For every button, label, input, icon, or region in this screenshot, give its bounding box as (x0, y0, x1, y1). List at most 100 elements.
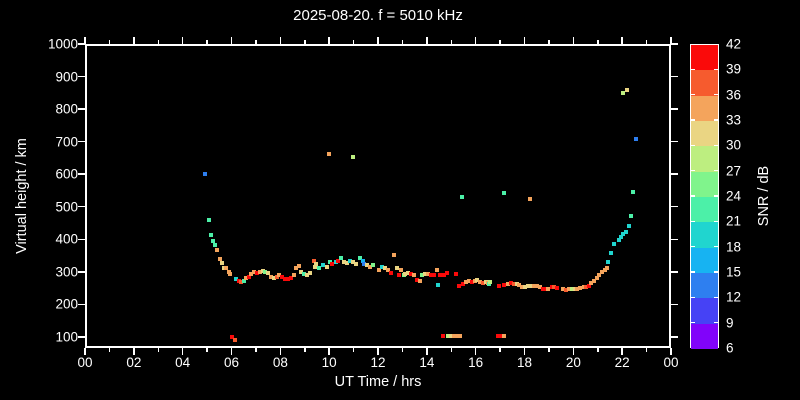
data-point (396, 272, 401, 277)
data-point (347, 258, 352, 263)
data-point (597, 273, 602, 278)
data-point (605, 265, 610, 270)
colorbar-segment (691, 298, 718, 324)
colorbar-boundary-tick (714, 271, 719, 273)
x-minor-tick (401, 40, 404, 44)
colorbar-tick-label: 21 (726, 213, 742, 229)
data-point (362, 262, 367, 267)
data-point (434, 267, 439, 272)
data-point (520, 284, 525, 289)
data-point (419, 273, 424, 278)
y-tick-label: 400 (55, 231, 78, 247)
x-major-tick (523, 348, 526, 355)
data-point (260, 268, 265, 273)
data-point (285, 276, 290, 281)
colorbar-tick-label: 24 (726, 188, 742, 204)
data-point (480, 281, 485, 286)
data-point (428, 273, 433, 278)
data-point (629, 213, 634, 218)
y-major-tick (78, 173, 85, 175)
data-point (206, 218, 211, 223)
y-major-tick (671, 140, 678, 143)
colorbar-segment (691, 95, 718, 121)
data-point (242, 278, 247, 283)
data-point (239, 279, 244, 284)
y-tick-label: 300 (55, 264, 78, 280)
x-minor-tick (645, 40, 648, 44)
data-point (448, 333, 453, 338)
x-axis-title: UT Time / hrs (334, 374, 422, 390)
colorbar-segment (691, 323, 718, 349)
x-major-tick (523, 37, 526, 44)
data-point (527, 196, 532, 201)
data-point (498, 333, 503, 338)
data-point (441, 333, 446, 338)
data-point (414, 277, 419, 282)
data-point (633, 137, 638, 142)
data-point (339, 255, 344, 260)
data-point (431, 273, 436, 278)
x-major-tick (181, 348, 184, 355)
data-point (333, 260, 338, 265)
data-point (203, 172, 208, 177)
y-major-tick (78, 43, 85, 45)
data-point (445, 333, 450, 338)
colorbar-segment (691, 146, 718, 172)
data-point (408, 271, 413, 276)
data-point (368, 264, 373, 269)
x-minor-tick (352, 40, 355, 44)
y-tick-label: 100 (55, 329, 78, 345)
colorbar-segment (691, 197, 718, 223)
data-point (496, 283, 501, 288)
y-major-tick (671, 336, 678, 338)
data-point (350, 260, 355, 265)
colorbar-tick-label: 36 (726, 87, 742, 103)
data-point (472, 278, 477, 283)
data-point (226, 269, 231, 274)
data-point (365, 263, 369, 268)
data-point (283, 276, 288, 281)
y-major-tick (78, 271, 85, 273)
x-major-tick (279, 37, 282, 44)
x-major-tick (328, 348, 330, 355)
data-point (230, 334, 235, 339)
x-minor-tick (597, 40, 599, 44)
data-point (321, 263, 326, 268)
data-point (594, 276, 599, 281)
data-point (234, 276, 239, 281)
data-point (586, 283, 591, 288)
data-point (611, 241, 616, 246)
colorbar-tick-label: 42 (726, 36, 742, 52)
data-point (304, 273, 309, 278)
data-point (620, 232, 625, 237)
data-point (313, 264, 317, 269)
x-tick-label: 00 (663, 355, 679, 370)
data-point (606, 260, 611, 265)
x-minor-tick (108, 40, 111, 44)
data-point (483, 280, 488, 285)
y-tick-label: 800 (55, 101, 78, 117)
x-major-tick (670, 37, 672, 44)
x-minor-tick (255, 348, 257, 352)
colorbar-segment (691, 45, 718, 71)
data-point (302, 271, 307, 276)
colorbar-boundary-tick (714, 296, 719, 299)
x-tick-label: 10 (321, 355, 337, 370)
y-major-tick (78, 336, 85, 338)
data-point (249, 271, 254, 276)
y-major-tick (671, 108, 678, 110)
colorbar-segment (691, 273, 718, 299)
data-point (299, 269, 304, 274)
x-major-tick (621, 348, 623, 355)
data-point (511, 282, 516, 287)
x-major-tick (426, 37, 428, 44)
y-major-tick (671, 238, 678, 241)
x-major-tick (279, 348, 282, 355)
data-point (581, 285, 586, 290)
data-point (543, 287, 548, 292)
data-point (538, 285, 543, 290)
colorbar-segment (691, 247, 718, 273)
colorbar-boundary-tick (714, 144, 719, 147)
data-point (391, 253, 396, 258)
colorbar-boundary-tick (690, 321, 695, 324)
